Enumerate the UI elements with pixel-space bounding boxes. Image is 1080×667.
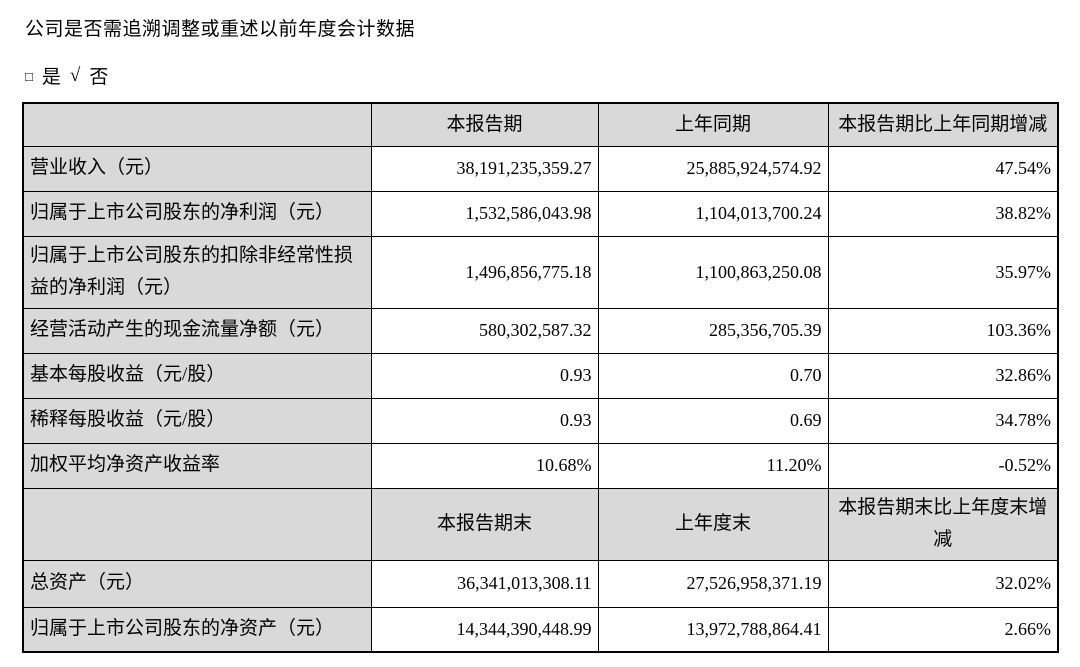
no-label: 否	[89, 67, 109, 88]
change-value: -0.52%	[827, 442, 1059, 489]
change-value: 32.86%	[827, 352, 1059, 399]
current-period-value: 580,302,587.32	[370, 307, 599, 354]
prior-period-value: 0.70	[597, 352, 829, 399]
row-label: 营业收入（元）	[22, 145, 372, 192]
header-blank-cell	[22, 487, 372, 561]
financial-summary-table: 本报告期 上年同期 本报告期比上年同期增减 营业收入（元） 38,191,235…	[22, 102, 1059, 653]
check-mark-icon: √	[69, 64, 81, 86]
table-row-diluted-eps: 稀释每股收益（元/股） 0.93 0.69 34.78%	[22, 397, 1059, 444]
prior-period-value: 285,356,705.39	[597, 307, 829, 354]
retrospective-adjustment-question: 公司是否需追溯调整或重述以前年度会计数据	[25, 19, 416, 40]
row-label: 加权平均净资产收益率	[22, 442, 372, 489]
table-row-basic-eps: 基本每股收益（元/股） 0.93 0.70 32.86%	[22, 352, 1059, 399]
prior-period-value: 25,885,924,574.92	[597, 145, 829, 192]
prior-period-value: 0.69	[597, 397, 829, 444]
header-current-period: 本报告期	[370, 102, 599, 147]
row-label: 归属于上市公司股东的扣除非经常性损益的净利润（元）	[22, 235, 372, 309]
current-period-value: 0.93	[370, 397, 599, 444]
change-value: 35.97%	[827, 235, 1059, 309]
current-period-value: 38,191,235,359.27	[370, 145, 599, 192]
header-prior-year-end: 上年度末	[597, 487, 829, 561]
change-value: 38.82%	[827, 190, 1059, 237]
row-label: 经营活动产生的现金流量净额（元）	[22, 307, 372, 354]
header-period-change: 本报告期比上年同期增减	[827, 102, 1059, 147]
table-row-operating-revenue: 营业收入（元） 38,191,235,359.27 25,885,924,574…	[22, 145, 1059, 192]
prior-period-value: 27,526,958,371.19	[597, 559, 829, 608]
current-period-value: 1,496,856,775.18	[370, 235, 599, 309]
prior-period-value: 11.20%	[597, 442, 829, 489]
row-label: 稀释每股收益（元/股）	[22, 397, 372, 444]
prior-period-value: 13,972,788,864.41	[597, 606, 829, 653]
current-period-value: 0.93	[370, 352, 599, 399]
current-period-value: 36,341,013,308.11	[370, 559, 599, 608]
current-period-value: 14,344,390,448.99	[370, 606, 599, 653]
prior-period-value: 1,100,863,250.08	[597, 235, 829, 309]
table-row-weighted-avg-roe: 加权平均净资产收益率 10.68% 11.20% -0.52%	[22, 442, 1059, 489]
change-value: 103.36%	[827, 307, 1059, 354]
table-row-total-assets: 总资产（元） 36,341,013,308.11 27,526,958,371.…	[22, 559, 1059, 608]
table-row-operating-cash-flow: 经营活动产生的现金流量净额（元） 580,302,587.32 285,356,…	[22, 307, 1059, 354]
header-blank-cell	[22, 102, 372, 147]
change-value: 2.66%	[827, 606, 1059, 653]
current-period-value: 10.68%	[370, 442, 599, 489]
prior-period-value: 1,104,013,700.24	[597, 190, 829, 237]
table-row-net-assets: 归属于上市公司股东的净资产（元） 14,344,390,448.99 13,97…	[22, 606, 1059, 653]
row-label: 归属于上市公司股东的净利润（元）	[22, 190, 372, 237]
yes-checkbox-icon: □	[25, 68, 33, 84]
header-current-period-end: 本报告期末	[370, 487, 599, 561]
change-value: 32.02%	[827, 559, 1059, 608]
header-period-end-change: 本报告期末比上年度末增减	[827, 487, 1059, 561]
change-value: 47.54%	[827, 145, 1059, 192]
section1-header-row: 本报告期 上年同期 本报告期比上年同期增减	[22, 102, 1059, 147]
yes-no-checkbox-line: □ 是 √ 否	[25, 62, 1080, 89]
row-label: 归属于上市公司股东的净资产（元）	[22, 606, 372, 653]
section2-header-row: 本报告期末 上年度末 本报告期末比上年度末增减	[22, 487, 1059, 561]
table-row-net-profit: 归属于上市公司股东的净利润（元） 1,532,586,043.98 1,104,…	[22, 190, 1059, 237]
current-period-value: 1,532,586,043.98	[370, 190, 599, 237]
row-label: 总资产（元）	[22, 559, 372, 608]
row-label: 基本每股收益（元/股）	[22, 352, 372, 399]
change-value: 34.78%	[827, 397, 1059, 444]
header-prior-period: 上年同期	[597, 102, 829, 147]
yes-label: 是	[41, 67, 61, 88]
table-row-net-profit-excl-nonrecurring: 归属于上市公司股东的扣除非经常性损益的净利润（元） 1,496,856,775.…	[22, 235, 1059, 309]
